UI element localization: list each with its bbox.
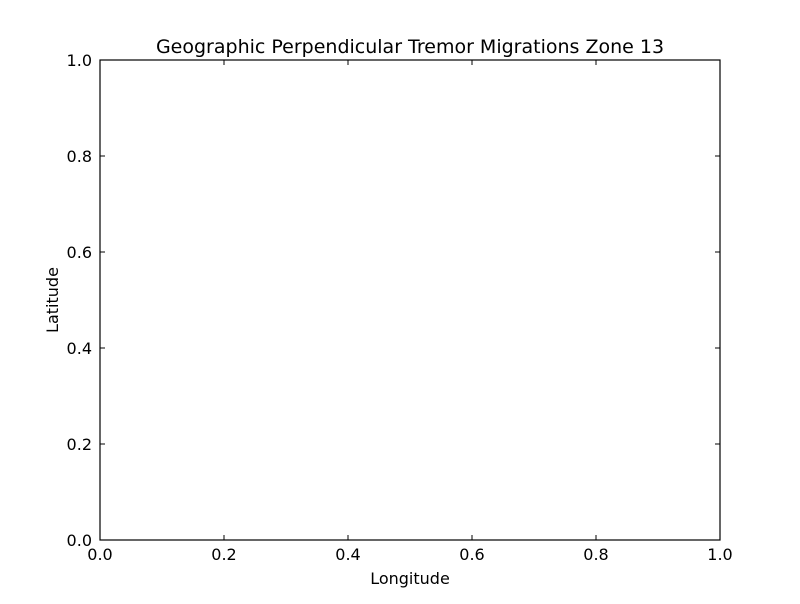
y-tick-label: 0.8: [67, 147, 92, 166]
x-tick-label: 0.2: [211, 545, 236, 564]
y-tick-label: 1.0: [67, 51, 92, 70]
y-tick-label: 0.6: [67, 243, 92, 262]
x-tick-label: 0.0: [87, 545, 112, 564]
y-tick-label: 0.4: [67, 339, 92, 358]
x-axis-label: Longitude: [370, 569, 450, 588]
plot-area: [99, 59, 721, 541]
y-tick-label: 0.0: [67, 531, 92, 550]
chart-title: Geographic Perpendicular Tremor Migratio…: [156, 36, 664, 58]
x-tick-label: 0.8: [583, 545, 608, 564]
y-axis-label: Latitude: [43, 267, 62, 333]
y-axis-ticks: 0.0 0.2 0.4 0.6 0.8 1.0: [67, 51, 720, 550]
x-tick-label: 0.6: [459, 545, 484, 564]
x-tick-label: 1.0: [707, 545, 732, 564]
y-tick-label: 0.2: [67, 435, 92, 454]
x-axis-ticks: 0.0 0.2 0.4 0.6 0.8 1.0: [87, 60, 733, 564]
x-tick-label: 0.4: [335, 545, 360, 564]
